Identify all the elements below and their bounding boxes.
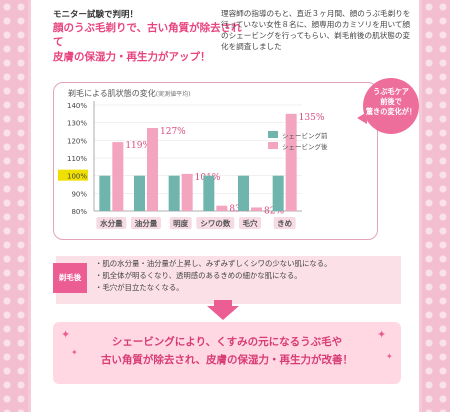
down-arrow-icon xyxy=(207,306,239,320)
data-label: 127% xyxy=(160,127,186,137)
bar-before xyxy=(99,175,111,211)
conclusion-box: シェービングにより、くすみの元になるうぶ毛や 古い角質が除去され、皮膚の保湿力・… xyxy=(53,322,401,384)
lace-border-left xyxy=(0,0,28,412)
sparkle-icon: ✦ xyxy=(377,328,387,341)
y-tick-label: 120% xyxy=(67,137,87,145)
badge-line-1: うぶ毛ケア xyxy=(373,87,409,96)
bar-after xyxy=(112,142,124,211)
category-label-bg xyxy=(131,217,161,229)
conclusion-line-2: 古い角質が除去され、皮膚の保湿力・再生力が改善！ xyxy=(100,354,354,366)
category-label: 明度 xyxy=(173,218,188,228)
legend-swatch xyxy=(268,131,278,138)
y-tick-label: 130% xyxy=(67,120,87,128)
y-tick-label: 100% xyxy=(67,173,87,181)
list-item: ・肌の水分量・油分量が上昇し、みずみずしくシワの少ない肌になる。 xyxy=(95,259,332,268)
category-label: シワの数 xyxy=(200,218,230,228)
category-label-bg xyxy=(196,217,235,229)
category-label: 毛穴 xyxy=(243,218,258,228)
list-item: ・肌全体が明るくなり、透明感のあるきめの細かな肌になる。 xyxy=(95,271,302,280)
content-panel: モニター試験で判明！ 顔のうぶ毛剃りで、古い角質が除去されて 皮膚の保湿力・再生… xyxy=(31,0,419,412)
category-label-bg xyxy=(96,217,127,229)
down-arrow-stem xyxy=(214,300,232,308)
category-label-bg xyxy=(239,217,261,229)
y-tick-label: 80% xyxy=(71,208,87,216)
bar-before xyxy=(134,175,145,211)
sparkle-icon: ✦ xyxy=(386,352,393,361)
conclusion-line-1: シェービングにより、くすみの元になるうぶ毛や xyxy=(111,336,343,348)
sparkle-icon: ✦ xyxy=(71,348,78,357)
y-tick-label: 110% xyxy=(67,155,87,163)
bar-before xyxy=(272,175,284,211)
bar-after xyxy=(181,173,193,211)
bar-after xyxy=(216,205,228,211)
legend-label: シェービング後 xyxy=(282,142,328,151)
legend-swatch xyxy=(268,142,278,149)
category-label: 水分量 xyxy=(100,218,123,228)
study-description: 理容師の指導のもと、直近３ヶ月間、顔のうぶ毛剃りを行っていない女性８名に、顔専用… xyxy=(221,9,411,51)
y-tick-label: 140% xyxy=(67,102,87,110)
bar-before xyxy=(203,175,215,211)
after-label-badge: 剃毛後 xyxy=(53,263,87,293)
chart-title: 剃毛による肌状態の変化(実測値平均) xyxy=(68,88,190,99)
y-tick-label: 90% xyxy=(71,190,87,198)
list-item: ・毛穴が目立たなくなる。 xyxy=(95,283,184,292)
data-label: 119% xyxy=(125,141,151,151)
chart-subtitle: (実測値平均) xyxy=(155,91,191,98)
sparkle-icon: ✦ xyxy=(61,328,71,341)
category-label-bg xyxy=(169,217,192,229)
chart-container: 剃毛による肌状態の変化(実測値平均) 80% 90% 100% 110% 120% 130… xyxy=(53,82,378,240)
chart-title-text: 剃毛による肌状態の変化 xyxy=(68,89,156,98)
lace-border-right xyxy=(422,0,450,412)
bar-before xyxy=(168,175,180,211)
category-label: 油分量 xyxy=(135,218,158,228)
data-label: 82% xyxy=(264,206,284,216)
bar-before xyxy=(238,175,249,211)
highlight-tick-marker xyxy=(58,169,88,181)
bar-after xyxy=(147,127,158,211)
badge-pointer xyxy=(357,112,367,124)
badge-line-2: 前後で xyxy=(380,97,402,106)
change-badge: うぶ毛ケア 前後で 驚きの変化が！ xyxy=(363,78,419,134)
intro-block: モニター試験で判明！ 顔のうぶ毛剃りで、古い角質が除去されて 皮膚の保湿力・再生… xyxy=(53,8,243,64)
legend-label: シェービング前 xyxy=(282,131,328,140)
bar-after xyxy=(285,113,297,211)
category-label-bg xyxy=(273,217,296,229)
data-label: 135% xyxy=(299,113,325,123)
bar-chart: 80% 90% 100% 110% 120% 130% 140% 119% 水分量 127% 油分量… xyxy=(58,101,328,229)
category-label: きめ xyxy=(277,219,292,228)
after-results-list: ・肌の水分量・油分量が上昇し、みずみずしくシワの少ない肌になる。 ・肌全体が明る… xyxy=(95,258,332,294)
monitor-label: モニター試験で判明！ xyxy=(53,10,139,20)
badge-line-3: 驚きの変化が！ xyxy=(365,107,417,116)
headline-line-1: 顔のうぶ毛剃りで、古い角質が除去されて xyxy=(53,22,242,48)
headline-line-2: 皮膚の保湿力・再生力がアップ！ xyxy=(53,51,211,63)
bar-after xyxy=(251,207,262,211)
after-results-box xyxy=(56,256,401,304)
